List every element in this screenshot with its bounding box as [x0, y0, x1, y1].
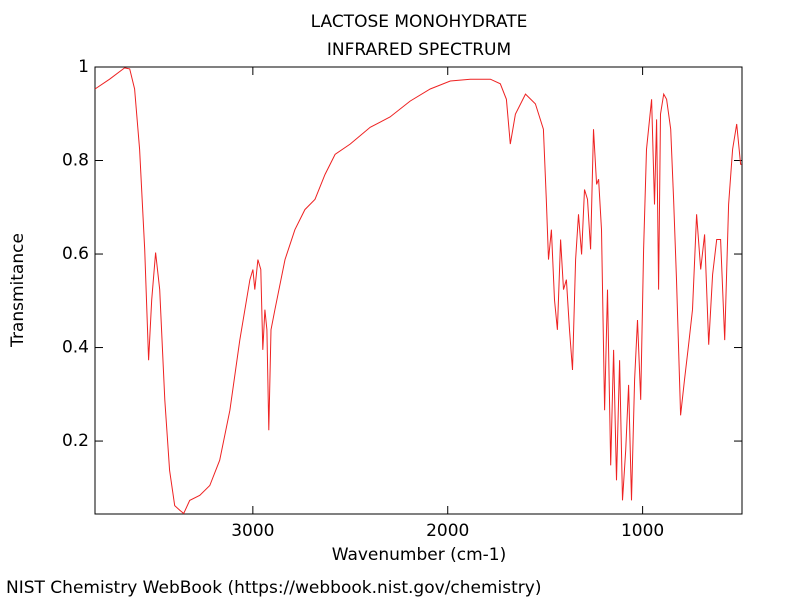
x-tick-label: 1000: [621, 521, 664, 541]
x-tick-label: 2000: [426, 521, 469, 541]
chart-title: LACTOSE MONOHYDRATE: [311, 12, 528, 32]
y-tick-label: 0.2: [62, 431, 89, 451]
source-note: NIST Chemistry WebBook (https://webbook.…: [6, 578, 541, 598]
x-axis-label: Wavenumber (cm-1): [332, 545, 507, 565]
y-tick-label: 0.8: [62, 151, 89, 171]
y-tick-label: 0.6: [62, 244, 89, 264]
y-axis-label: Transmitance: [8, 233, 28, 348]
spectrum-line: [94, 67, 742, 515]
y-tick-label: 0.4: [62, 338, 89, 358]
x-tick-label: 3000: [231, 521, 274, 541]
y-tick-label: 1: [78, 57, 89, 77]
chart-subtitle: INFRARED SPECTRUM: [327, 40, 511, 60]
plot-frame: [94, 66, 743, 515]
